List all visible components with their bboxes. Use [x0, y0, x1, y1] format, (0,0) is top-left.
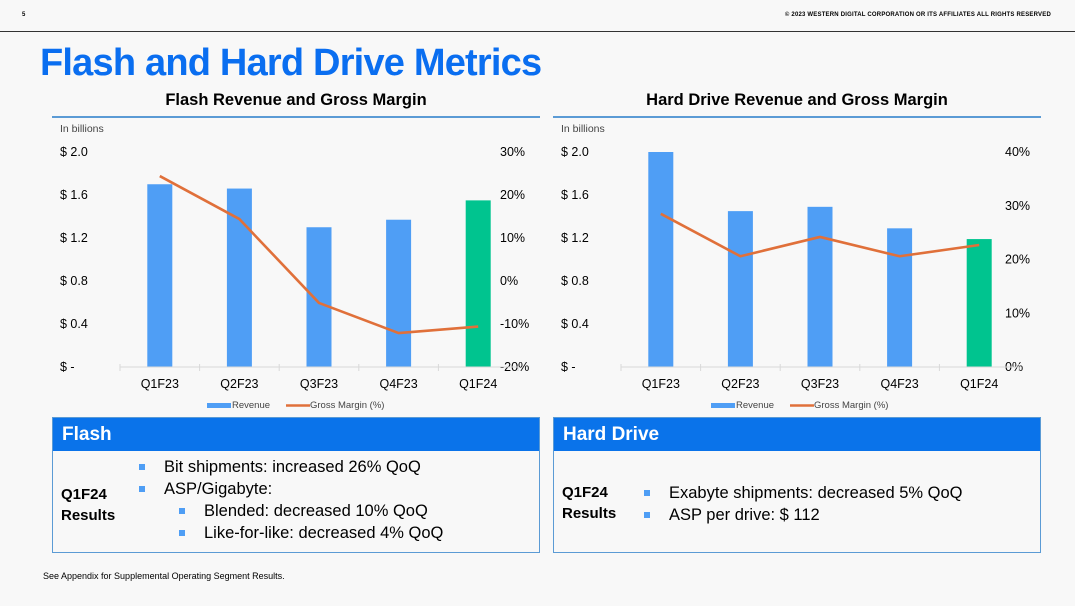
header-bar: 5 © 2023 WESTERN DIGITAL CORPORATION OR …: [0, 0, 1075, 32]
revenue-bar: [306, 227, 332, 367]
bullet-square-icon: [644, 512, 650, 518]
bullet-item: Exabyte shipments: decreased 5% QoQ: [642, 482, 963, 504]
results-label-text: Results: [61, 507, 116, 524]
page-title: Flash and Hard Drive Metrics: [40, 42, 542, 84]
bullet-square-icon: [139, 486, 145, 492]
bullet-item: Like-for-like: decreased 4% QoQ: [137, 522, 443, 544]
right-axis-tick-label: -10%: [500, 317, 529, 331]
revenue-bar: [147, 184, 173, 367]
bullet-item: ASP per drive: $ 112: [642, 504, 963, 526]
category-label: Q2F23: [220, 377, 258, 391]
revenue-bar: [386, 219, 412, 367]
category-label: Q1F23: [141, 377, 179, 391]
right-axis-tick-label: 40%: [1005, 145, 1030, 159]
results-label: Q1F24 Results: [61, 484, 115, 526]
bullet-text: Bit shipments: increased 26% QoQ: [164, 458, 421, 476]
results-label-quarter: Q1F24: [562, 484, 608, 501]
left-axis-tick-label: $ -: [60, 360, 75, 374]
chart-title: Flash Revenue and Gross Margin: [165, 91, 427, 109]
left-axis-tick-label: $ 1.2: [561, 231, 589, 245]
hard-drive-results-box: Hard Drive Q1F24 Results Exabyte shipmen…: [553, 417, 1041, 553]
right-axis-tick-label: 10%: [500, 231, 525, 245]
category-label: Q1F23: [642, 377, 680, 391]
left-axis-tick-label: $ 0.4: [60, 317, 88, 331]
chart-title: Hard Drive Revenue and Gross Margin: [646, 91, 948, 109]
right-axis-tick-label: 20%: [1005, 253, 1030, 267]
bullet-text: ASP/Gigabyte:: [164, 480, 273, 498]
revenue-bar: [966, 239, 992, 367]
bullet-square-icon: [179, 530, 185, 536]
right-axis-tick-label: 30%: [1005, 199, 1030, 213]
unit-label: In billions: [561, 123, 605, 135]
category-label: Q4F23: [379, 377, 417, 391]
flash-chart-panel: Flash Revenue and Gross Margin In billio…: [52, 86, 540, 416]
revenue-bar: [807, 206, 833, 367]
title-divider: [52, 116, 540, 118]
right-axis-tick-label: 10%: [1005, 306, 1030, 320]
bullet-item: Blended: decreased 10% QoQ: [137, 500, 443, 522]
category-label: Q1F24: [459, 377, 497, 391]
bullet-item: Bit shipments: increased 26% QoQ: [137, 456, 443, 478]
legend-margin-label: Gross Margin (%): [310, 400, 384, 411]
left-axis-tick-label: $ 1.6: [60, 188, 88, 202]
left-axis-tick-label: $ 0.8: [561, 274, 589, 288]
bullet-square-icon: [644, 490, 650, 496]
category-label: Q3F23: [801, 377, 839, 391]
legend-revenue-swatch: [207, 403, 231, 408]
unit-label: In billions: [60, 123, 104, 135]
legend-margin-label: Gross Margin (%): [814, 400, 888, 411]
bullet-text: Like-for-like: decreased 4% QoQ: [204, 524, 444, 542]
results-label-text: Results: [562, 505, 617, 522]
bullet-item: ASP/Gigabyte:: [137, 478, 443, 500]
revenue-bar: [887, 228, 913, 367]
flash-results-box: Flash Q1F24 Results Bit shipments: incre…: [52, 417, 540, 553]
legend-revenue-label: Revenue: [232, 400, 270, 411]
category-label: Q4F23: [880, 377, 918, 391]
flash-chart: $ -$ 0.4$ 0.8$ 1.2$ 1.6$ 2.0-20%-10%0%10…: [60, 145, 529, 411]
title-divider: [553, 116, 1041, 118]
legend-revenue-swatch: [711, 403, 735, 408]
footnote: See Appendix for Supplemental Operating …: [43, 571, 285, 581]
revenue-bar: [727, 211, 753, 367]
bullet-text: Exabyte shipments: decreased 5% QoQ: [669, 484, 963, 502]
left-axis-tick-label: $ 1.2: [60, 231, 88, 245]
results-label-quarter: Q1F24: [61, 486, 107, 503]
left-axis-tick-label: $ 2.0: [561, 145, 589, 159]
box-header: Hard Drive: [554, 418, 1040, 451]
hard-drive-chart: $ -$ 0.4$ 0.8$ 1.2$ 1.6$ 2.00%10%20%30%4…: [561, 145, 1030, 411]
bullet-square-icon: [179, 508, 185, 514]
category-label: Q2F23: [721, 377, 759, 391]
right-axis-tick-label: 20%: [500, 188, 525, 202]
left-axis-tick-label: $ -: [561, 360, 576, 374]
box-body: Q1F24 Results Exabyte shipments: decreas…: [554, 451, 1040, 552]
left-axis-tick-label: $ 0.8: [60, 274, 88, 288]
box-header: Flash: [53, 418, 539, 451]
bullet-text: ASP per drive: $ 112: [669, 506, 820, 524]
left-axis-tick-label: $ 1.6: [561, 188, 589, 202]
right-axis-tick-label: 30%: [500, 145, 525, 159]
left-axis-tick-label: $ 2.0: [60, 145, 88, 159]
flash-bullet-list: Bit shipments: increased 26% QoQ ASP/Giga…: [137, 456, 443, 544]
box-body: Q1F24 Results Bit shipments: increased 2…: [53, 451, 539, 552]
right-axis-tick-label: 0%: [500, 274, 518, 288]
revenue-bar: [465, 200, 491, 367]
revenue-bar: [648, 152, 674, 367]
left-axis-tick-label: $ 0.4: [561, 317, 589, 331]
bullet-square-icon: [139, 464, 145, 470]
hard-drive-chart-panel: Hard Drive Revenue and Gross Margin In b…: [553, 86, 1041, 416]
category-label: Q3F23: [300, 377, 338, 391]
category-label: Q1F24: [960, 377, 998, 391]
copyright-notice: © 2023 WESTERN DIGITAL CORPORATION OR IT…: [784, 12, 1051, 18]
results-label: Q1F24 Results: [562, 482, 616, 524]
legend-revenue-label: Revenue: [736, 400, 774, 411]
page-number: 5: [22, 12, 26, 18]
bullet-text: Blended: decreased 10% QoQ: [204, 502, 428, 520]
hard-drive-bullet-list: Exabyte shipments: decreased 5% QoQ ASP p…: [642, 482, 963, 526]
